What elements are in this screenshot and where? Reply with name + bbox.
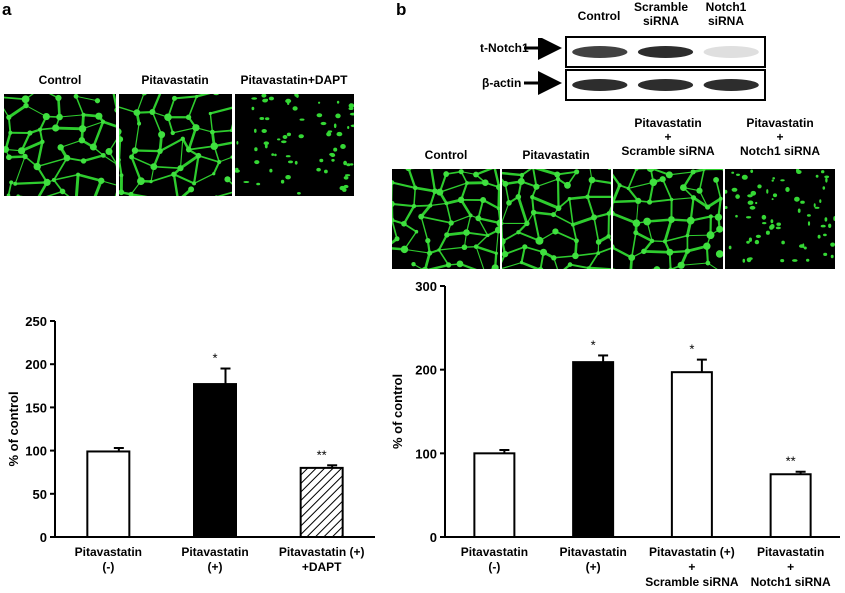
y-tick-label: 0 xyxy=(40,530,47,545)
micrograph-texture xyxy=(119,94,232,196)
category-label: Pitavastatin (+) xyxy=(279,545,365,559)
significance-marker: * xyxy=(689,342,694,357)
significance-marker: ** xyxy=(317,447,327,462)
panel-b-letter: b xyxy=(396,0,407,19)
panel-b-label-pitavastatin: Pitavastatin xyxy=(522,148,590,162)
blot-lane-label-notch1: Notch1 siRNA xyxy=(705,0,747,28)
category-label: Scramble siRNA xyxy=(645,575,739,589)
bar xyxy=(86,450,131,539)
category-label: + xyxy=(688,560,695,574)
category-label: Pitavastatin (+) xyxy=(649,545,735,559)
panel-b-label-notch1: Pitavastatin + Notch1 siRNA xyxy=(739,116,820,158)
category-label: Pitavastatin xyxy=(559,545,626,559)
panel-a-label-pitavastatin-dapt: Pitavastatin+DAPT xyxy=(240,73,348,87)
y-tick-label: 50 xyxy=(33,487,47,502)
significance-marker: ** xyxy=(786,454,796,469)
micrograph-a-pitavastatin xyxy=(119,94,232,196)
blot-band xyxy=(703,46,759,58)
panel-b-label-scramble: Pitavastatin + Scramble siRNA xyxy=(621,116,715,158)
blot-band xyxy=(572,46,628,58)
category-label: (-) xyxy=(102,560,114,574)
blot-actin-strip xyxy=(565,69,766,101)
bar xyxy=(769,473,812,538)
blot-band xyxy=(572,79,628,91)
bar xyxy=(473,452,516,538)
y-tick-label: 100 xyxy=(415,446,437,461)
y-axis-label: % of control xyxy=(6,391,21,466)
micrograph-texture xyxy=(725,169,835,263)
blot-arrows xyxy=(524,38,562,95)
micrograph-texture xyxy=(235,94,354,195)
y-tick-label: 150 xyxy=(25,400,47,415)
y-tick-label: 250 xyxy=(25,314,47,329)
micrograph-a-pitavastatin-dapt xyxy=(235,94,354,196)
blot-band xyxy=(637,79,694,91)
micrograph-a-control xyxy=(4,94,116,196)
bar xyxy=(193,383,237,538)
category-label: Notch1 siRNA xyxy=(751,575,831,589)
category-label: (-) xyxy=(488,560,500,574)
panel-a-letter: a xyxy=(2,0,12,19)
micrograph-texture xyxy=(613,169,723,269)
category-label: +DAPT xyxy=(302,560,342,574)
panel-a-label-control: Control xyxy=(38,73,82,87)
category-label: Pitavastatin xyxy=(461,545,528,559)
blot-notch1-strip xyxy=(565,36,766,68)
category-label: Pitavastatin xyxy=(757,545,824,559)
micrograph-b-control xyxy=(392,169,500,269)
category-label: + xyxy=(787,560,794,574)
significance-marker: * xyxy=(591,337,596,352)
category-label: (+) xyxy=(208,560,223,574)
y-tick-label: 100 xyxy=(25,444,47,459)
blot-band xyxy=(703,79,759,91)
micrograph-b-scramble xyxy=(613,169,723,269)
category-label: Pitavastatin xyxy=(181,545,248,559)
significance-marker: * xyxy=(212,351,217,366)
y-tick-label: 200 xyxy=(25,357,47,372)
blot-band-label-actin: β-actin xyxy=(482,76,522,90)
y-tick-label: 0 xyxy=(430,530,437,545)
y-tick-label: 300 xyxy=(415,279,437,294)
micrograph-texture xyxy=(4,94,116,196)
panel-b-label-control: Control xyxy=(424,148,468,162)
category-label: Pitavastatin xyxy=(75,545,142,559)
bar xyxy=(299,466,344,539)
micrograph-b-notch1 xyxy=(725,169,835,269)
bar xyxy=(572,361,615,538)
micrograph-texture xyxy=(502,169,611,269)
blot-lane-label-control: Control xyxy=(577,9,621,23)
y-tick-label: 200 xyxy=(415,363,437,378)
blot-band xyxy=(637,46,694,58)
category-label: (+) xyxy=(586,560,601,574)
micrograph-b-pitavastatin xyxy=(502,169,611,269)
blot-lane-label-scramble: Scramble siRNA xyxy=(633,0,689,28)
bar xyxy=(670,371,713,538)
panel-a-label-pitavastatin: Pitavastatin xyxy=(141,73,209,87)
blot-band-label-notch1: t-Notch1 xyxy=(480,41,529,55)
micrograph-texture xyxy=(392,169,500,269)
y-axis-label: % of control xyxy=(390,374,405,449)
